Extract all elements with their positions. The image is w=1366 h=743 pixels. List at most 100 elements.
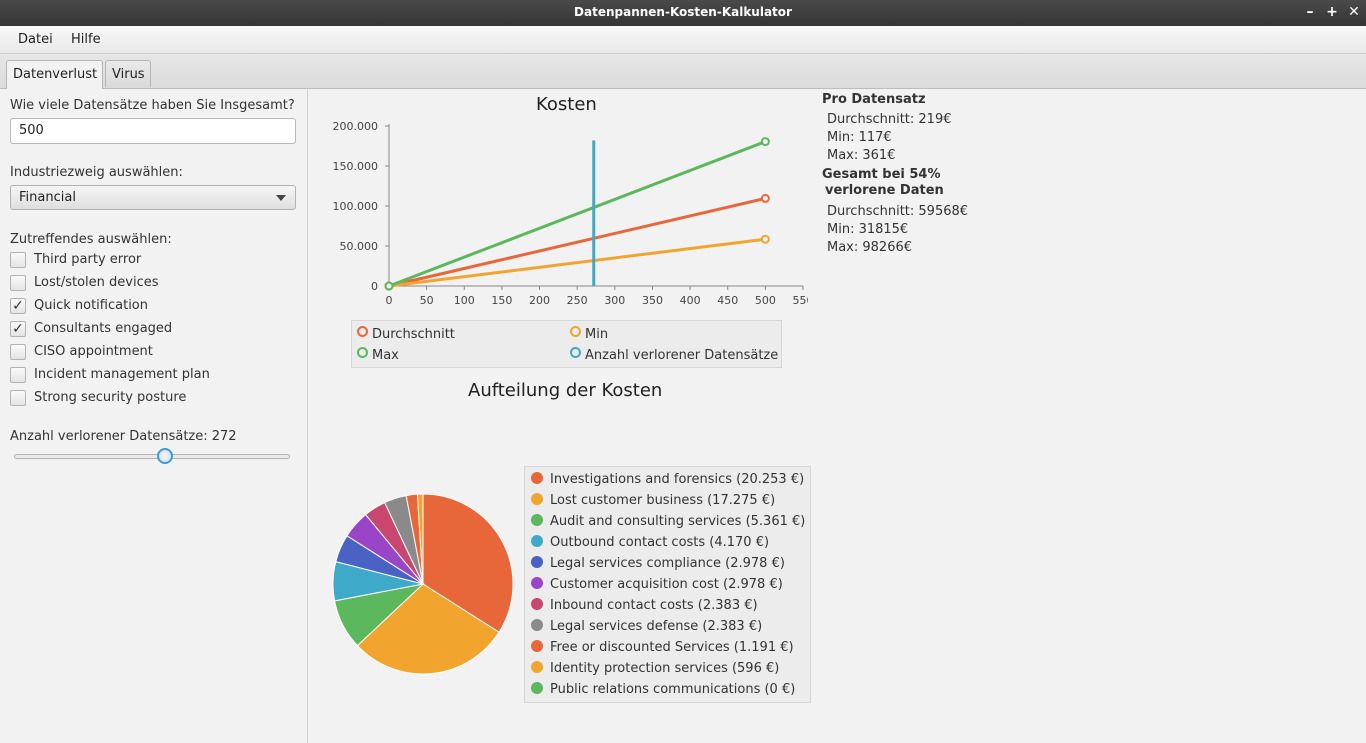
records-input[interactable]: 500 [10,118,296,144]
x-tick-label: 150 [491,294,512,307]
total-max: Max: 98266€ [827,240,913,255]
x-tick-label: 100 [454,294,475,307]
pie-legend-item: Inbound contact costs (2.383 €) [531,598,758,613]
stats-panel: Pro Datensatz Durchschnitt: 219€ Min: 11… [822,92,968,257]
pie-legend-item: Audit and consulting services (5.361 €) [531,514,805,529]
input-panel: Wie viele Datensätze haben Sie Insgesamt… [0,88,308,743]
checkbox[interactable] [10,252,26,268]
y-tick-label: 200.000 [333,120,379,133]
pie-legend-dot [531,472,543,484]
series-point [760,137,770,147]
checkbox-checked[interactable]: ✓ [10,298,26,314]
per-record-heading: Pro Datensatz [822,92,926,107]
y-tick-label: 150.000 [333,160,379,173]
lost-records-slider-track[interactable] [14,454,290,459]
pie-legend-dot [531,640,543,652]
pie-legend-label: Legal services defense (2.383 €) [550,619,763,634]
y-tick-label: 100.000 [333,200,379,213]
series-line [388,196,766,288]
tab-bar: Datenverlust Virus [0,54,1366,89]
factor-label: Strong security posture [34,390,187,405]
total-heading-line-1: Gesamt bei 54% [822,167,941,182]
industry-select[interactable]: Financial [10,185,296,210]
pie-legend-label: Legal services compliance (2.978 €) [550,556,785,571]
factor-label: Incident management plan [34,367,210,382]
legend-item-durchschnitt: Durchschnitt [357,326,455,342]
x-tick-label: 300 [604,294,625,307]
factor-label: CISO appointment [34,344,153,359]
x-tick-label: 500 [755,294,776,307]
minimize-icon[interactable]: – [1306,4,1314,20]
tab-virus[interactable]: Virus [105,60,151,87]
pie-legend-label: Investigations and forensics (20.253 €) [550,472,805,487]
pie-slice [422,493,514,633]
legend-marker [357,347,368,358]
factor-label: Consultants engaged [34,321,173,336]
close-icon[interactable]: ✕ [1348,4,1360,20]
pie-legend-label: Inbound contact costs (2.383 €) [550,598,758,613]
per-record-average: Durchschnitt: 219€ [827,112,952,127]
series-line [388,237,766,288]
y-tick-label: 0 [371,280,378,293]
checkbox[interactable] [10,390,26,406]
checkbox-checked[interactable]: ✓ [10,321,26,337]
cost-pie-chart [332,493,514,675]
pie-slice [356,583,500,675]
legend-item-min: Min [570,326,608,342]
legend-label: Max [372,348,399,363]
legend-label: Durchschnitt [372,327,455,342]
pie-legend-item: Identity protection services (596 €) [531,661,779,676]
factor-label: Quick notification [34,298,148,313]
tab-datenverlust[interactable]: Datenverlust [6,60,103,89]
line-chart-legend: Durchschnitt Min Max Anzahl verlorener D… [351,320,782,368]
y-tick-label: 50.000 [340,240,379,253]
pie-legend-dot [531,577,543,589]
factor-label: Lost/stolen devices [34,275,159,290]
total-average: Durchschnitt: 59568€ [827,204,969,219]
pie-legend-dot [531,535,543,547]
pie-legend-dot [531,661,543,673]
pie-legend-item: Free or discounted Services (1.191 €) [531,640,794,655]
x-tick-label: 250 [567,294,588,307]
pie-legend-dot [531,598,543,610]
pie-legend-label: Customer acquisition cost (2.978 €) [550,577,783,592]
window-titlebar: Datenpannen-Kosten-Kalkulator – + ✕ [0,0,1366,26]
pie-chart-title: Aufteilung der Kosten [468,380,663,401]
legend-label: Min [585,327,609,342]
pie-slice [416,493,424,585]
checkbox[interactable] [10,344,26,360]
series-point [760,193,770,203]
total-heading: Gesamt bei 54% verlorene Daten [822,167,968,199]
pie-legend-dot [531,682,543,694]
maximize-icon[interactable]: + [1326,4,1338,20]
pie-legend-item: Outbound contact costs (4.170 €) [531,535,769,550]
pie-legend-item: Lost customer business (17.275 €) [531,493,775,508]
results-panel: Kosten 0 50.000 100.000 150.000 200.000 0 50 10… [308,88,1366,743]
industry-select-value: Financial [19,190,76,205]
pie-legend-label: Outbound contact costs (4.170 €) [550,535,770,550]
series-line [388,140,766,288]
checkbox[interactable] [10,367,26,383]
lost-records-label: Anzahl verlorener Datensätze: 272 [10,429,237,444]
x-tick-label: 200 [529,294,550,307]
menu-hilfe[interactable]: Hilfe [71,32,101,47]
pie-legend-dot [531,619,543,631]
x-tick-label: 450 [717,294,738,307]
pie-legend-item: Customer acquisition cost (2.978 €) [531,577,783,592]
window-title: Datenpannen-Kosten-Kalkulator [574,5,792,19]
x-tick-label: 0 [386,294,393,307]
total-min: Min: 31815€ [827,222,909,237]
pie-legend-label: Lost customer business (17.275 €) [550,493,776,508]
legend-marker [570,347,581,358]
pie-legend-label: Identity protection services (596 €) [550,661,780,676]
x-tick-label: 350 [642,294,663,307]
pie-legend-item: Legal services compliance (2.978 €) [531,556,785,571]
pie-legend-dot [531,493,543,505]
x-tick-label: 550 [793,294,809,307]
pie-legend-label: Audit and consulting services (5.361 €) [550,514,806,529]
lost-records-slider-thumb[interactable] [157,448,173,464]
checkbox[interactable] [10,275,26,291]
menu-datei[interactable]: Datei [18,32,53,47]
pie-legend-item: Investigations and forensics (20.253 €) [531,472,804,487]
cost-line-chart: 0 50.000 100.000 150.000 200.000 0 50 100 150 200… [333,120,809,307]
